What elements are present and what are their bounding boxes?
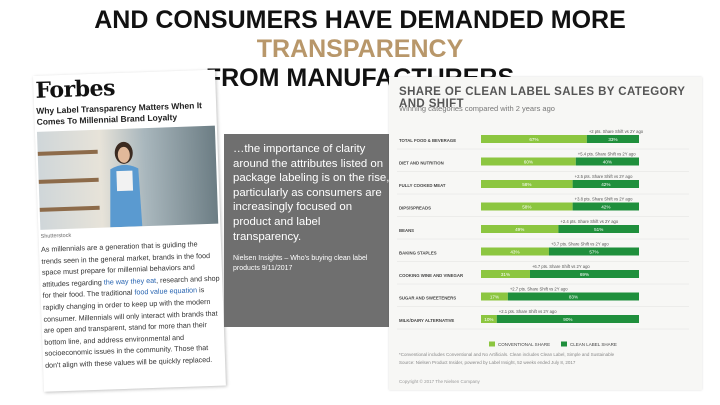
- shift-label: +6.7 pts. Share Shift vs 2Y ago: [532, 264, 590, 269]
- quote-box: …the importance of clarity around the at…: [224, 134, 400, 327]
- data-label: 57%: [589, 250, 598, 255]
- data-label: 58%: [522, 205, 531, 210]
- data-label: 33%: [608, 137, 617, 142]
- category-label: BAKING STAPLES: [399, 251, 437, 256]
- forbes-logo: Forbes: [35, 75, 116, 104]
- chart-subtitle: Winning categories compared with 2 years…: [399, 104, 555, 113]
- bar-clean-label: [572, 180, 639, 188]
- title-accent: TRANSPARENCY: [256, 35, 464, 63]
- data-label: 42%: [601, 182, 610, 187]
- data-label: 51%: [594, 227, 603, 232]
- shift-label: +2.7 pts. Share Shift vs 2Y ago: [510, 287, 568, 292]
- title-line-1: AND CONSUMERS HAVE DEMANDED MORE TRANSPA…: [0, 6, 720, 64]
- data-label: 83%: [569, 295, 578, 300]
- data-label: 69%: [580, 272, 589, 277]
- bar-conventional: [481, 135, 587, 143]
- bar-clean-label: [529, 270, 639, 278]
- bar-clean-label: [558, 225, 639, 233]
- chart-title: SHARE OF CLEAN LABEL SALES BY CATEGORY A…: [399, 86, 686, 110]
- chart-source: Source: Nielsen Product Insider, powered…: [399, 360, 576, 365]
- article-photo: [36, 125, 219, 230]
- photo-credit: Shutterstock: [40, 232, 72, 240]
- forbes-article: Forbes Why Label Transparency Matters Wh…: [33, 69, 226, 392]
- shift-label: +3.8 pts. Share Shift vs 2Y ago: [575, 197, 633, 202]
- data-label: 10%: [484, 317, 493, 322]
- bar-conventional: [481, 225, 559, 233]
- data-label: 40%: [603, 160, 612, 165]
- bar-clean-label: [507, 292, 639, 301]
- bar-conventional: [481, 270, 530, 278]
- shift-label: +2.5 pts. Share Shift vs 2Y ago: [575, 174, 633, 179]
- data-label: 43%: [510, 250, 519, 255]
- category-label: DIPS/SPREADS: [399, 206, 431, 211]
- category-label: DIET AND NUTRITION: [399, 161, 444, 166]
- shift-label: +3.7 pts. Share Shift vs 2Y ago: [551, 242, 609, 247]
- data-label: 67%: [529, 137, 538, 142]
- title-text: AND CONSUMERS HAVE DEMANDED MORE: [94, 6, 626, 34]
- legend-swatch-clean: [561, 341, 567, 347]
- category-label: FULLY COOKED MEAT: [399, 183, 446, 188]
- shelf: [38, 177, 99, 184]
- legend-conventional: CONVENTIONAL SHARE: [498, 342, 550, 347]
- bar-conventional: [481, 202, 573, 211]
- category-label: BEANS: [399, 228, 414, 233]
- chart-copyright: Copyright © 2017 The Nielsen Company: [399, 379, 480, 384]
- article-link[interactable]: the way they eat: [103, 275, 157, 287]
- data-label: 17%: [490, 295, 499, 300]
- bar-conventional: [481, 315, 497, 323]
- data-label: 90%: [563, 317, 572, 322]
- bar-clean-label: [496, 315, 639, 323]
- category-label: MILK/DAIRY ALTERNATIVE: [399, 318, 454, 323]
- shift-label: +2.4 pts. Share Shift vs 2Y ago: [560, 219, 618, 224]
- data-label: 42%: [601, 205, 610, 210]
- bar-conventional: [481, 247, 549, 256]
- article-link[interactable]: food value equation: [134, 285, 198, 297]
- bar-conventional: [481, 292, 508, 301]
- data-label: 60%: [524, 160, 533, 165]
- legend-clean: CLEAN LABEL SHARE: [570, 342, 617, 347]
- bar-conventional: [481, 157, 576, 166]
- shelf: [37, 149, 98, 156]
- bar-clean-label: [548, 247, 639, 256]
- shift-label: +5.4 pts. Share Shift vs 2Y ago: [578, 152, 636, 157]
- shelf: [39, 205, 100, 212]
- category-label: COOKING WINE AND VINEGAR: [399, 273, 464, 278]
- data-label: 31%: [501, 272, 510, 277]
- shift-label: +2 pts. Share Shift vs 2Y ago: [589, 129, 644, 134]
- category-label: TOTAL FOOD & BEVERAGE: [399, 138, 456, 143]
- bar-clean-label: [575, 157, 639, 166]
- shopper-figure: [110, 141, 143, 228]
- chart-footnote: *Conventional includes Conventional and …: [399, 352, 615, 357]
- bar-chart: TOTAL FOOD & BEVERAGE 67% 33% +2 pts. Share…: [397, 129, 689, 347]
- article-headline: Why Label Transparency Matters When It C…: [36, 100, 203, 127]
- bar-clean-label: [572, 202, 639, 211]
- category-label: SUGAR AND SWEETENERS: [399, 296, 456, 301]
- bar-conventional: [481, 180, 573, 188]
- bar-clean-label: [586, 135, 639, 143]
- legend-swatch-conventional: [489, 341, 495, 347]
- data-label: 49%: [515, 227, 524, 232]
- data-label: 58%: [522, 182, 531, 187]
- quote-source: Nielsen Insights – Who's buying clean la…: [233, 255, 368, 273]
- chart-panel: SHARE OF CLEAN LABEL SALES BY CATEGORY A…: [389, 77, 702, 390]
- quote-text: …the importance of clarity around the at…: [233, 143, 390, 243]
- article-body: As millennials are a generation that is …: [41, 238, 223, 372]
- shift-label: +2.1 pts. Share Shift vs 2Y ago: [499, 309, 557, 314]
